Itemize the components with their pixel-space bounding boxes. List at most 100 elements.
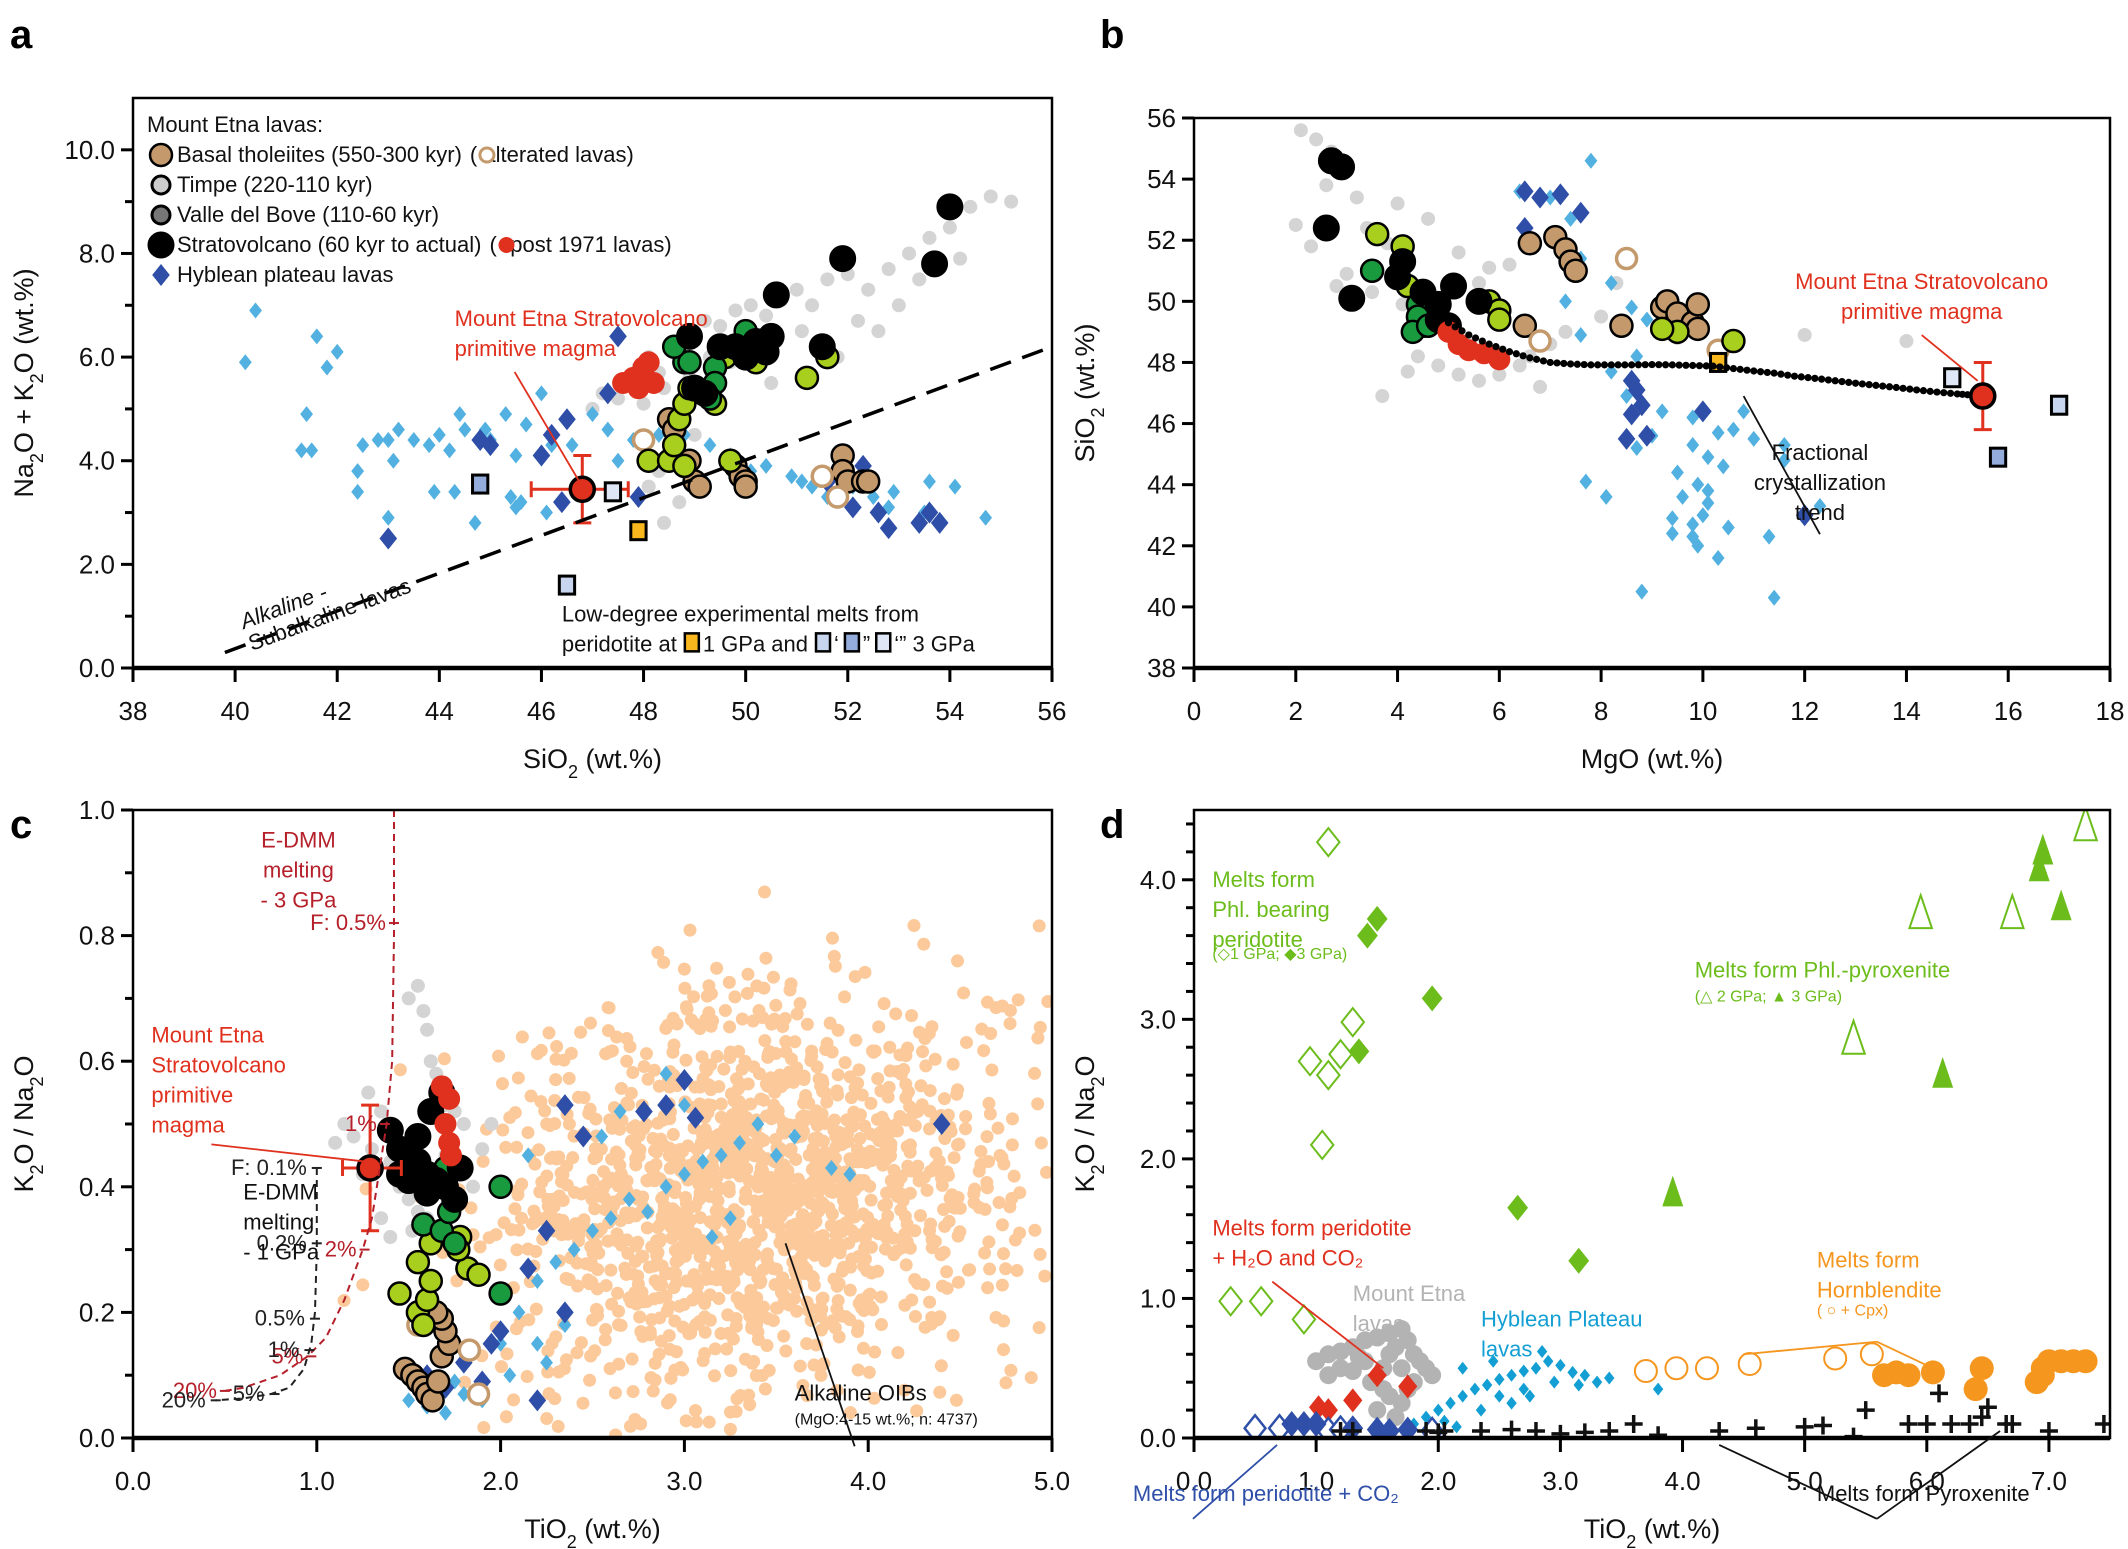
data-point bbox=[453, 406, 467, 423]
data-point bbox=[735, 1012, 749, 1026]
data-point bbox=[625, 1352, 639, 1366]
data-point bbox=[983, 1107, 997, 1121]
data-point bbox=[300, 406, 313, 423]
data-point bbox=[620, 1032, 634, 1046]
data-point bbox=[631, 428, 656, 452]
trend-dot bbox=[1824, 376, 1833, 384]
data-point bbox=[1536, 1344, 1548, 1358]
data-point bbox=[468, 514, 482, 531]
data-point bbox=[1559, 293, 1572, 310]
data-point bbox=[851, 1249, 865, 1263]
data-point bbox=[1701, 495, 1715, 511]
data-point bbox=[769, 1147, 783, 1164]
data-point bbox=[356, 1278, 370, 1292]
data-point bbox=[640, 1295, 654, 1309]
data-point bbox=[1421, 211, 1436, 226]
data-point bbox=[864, 1193, 878, 1207]
data-point bbox=[1960, 1415, 1979, 1434]
data-point bbox=[1031, 1097, 1045, 1111]
data-point bbox=[1488, 348, 1511, 371]
data-point bbox=[522, 1313, 536, 1327]
data-point bbox=[1368, 1401, 1387, 1420]
data-point bbox=[923, 1295, 937, 1309]
data-point bbox=[1747, 430, 1761, 447]
data-point bbox=[642, 372, 665, 394]
data-point bbox=[759, 951, 773, 965]
data-point bbox=[1571, 201, 1590, 224]
data-point bbox=[1978, 1398, 1997, 1417]
data-point bbox=[625, 1121, 639, 1135]
data-point bbox=[1013, 1186, 1027, 1200]
data-point bbox=[810, 464, 834, 489]
data-point bbox=[693, 1314, 707, 1328]
data-point bbox=[1633, 1359, 1658, 1384]
series-phl-pyroxenite-3-gpa bbox=[1662, 833, 2072, 1207]
data-point bbox=[830, 1084, 844, 1098]
data-point bbox=[869, 501, 888, 524]
data-point bbox=[1003, 1017, 1017, 1031]
data-point bbox=[589, 1112, 603, 1126]
data-point bbox=[977, 1044, 991, 1058]
data-point bbox=[567, 1185, 581, 1199]
data-point bbox=[963, 199, 978, 214]
data-point bbox=[677, 962, 691, 976]
data-point bbox=[910, 1404, 924, 1418]
data-point bbox=[530, 1273, 544, 1289]
data-point bbox=[1487, 307, 1512, 332]
data-point bbox=[764, 1112, 778, 1126]
trend-dot bbox=[1933, 388, 1941, 396]
y-tick-label: 44 bbox=[1147, 470, 1176, 500]
data-point bbox=[749, 1369, 763, 1383]
trend-dot bbox=[1777, 370, 1785, 378]
key-square bbox=[814, 632, 832, 653]
trend-dot bbox=[1478, 337, 1486, 345]
series-post-1971-lavas bbox=[430, 1075, 462, 1167]
data-point bbox=[679, 1053, 693, 1067]
data-point bbox=[1343, 1362, 1362, 1381]
data-point bbox=[816, 1134, 830, 1148]
data-point bbox=[794, 365, 820, 391]
data-point bbox=[856, 1341, 870, 1355]
data-point bbox=[800, 1262, 814, 1276]
series-hyblean-plateau-light- bbox=[1513, 152, 1827, 606]
data-point bbox=[1624, 1415, 1643, 1434]
data-point bbox=[574, 1125, 593, 1148]
trend-dot bbox=[1899, 384, 1907, 392]
data-point bbox=[1400, 364, 1415, 379]
data-point bbox=[1932, 1056, 1954, 1088]
data-point bbox=[871, 324, 886, 339]
data-point bbox=[546, 1150, 560, 1164]
data-point bbox=[1685, 292, 1711, 317]
data-point bbox=[710, 1170, 724, 1184]
legend-header: Mount Etna lavas: bbox=[147, 112, 323, 137]
data-point bbox=[1665, 525, 1679, 542]
series-phl-peridotite-3-gpa bbox=[1348, 905, 1590, 1274]
data-point bbox=[1999, 892, 2025, 930]
data-point bbox=[1746, 1419, 1765, 1438]
data-point bbox=[702, 1132, 716, 1146]
data-point bbox=[1930, 1384, 1949, 1403]
trend-dot bbox=[1675, 361, 1683, 369]
data-point bbox=[688, 1080, 702, 1094]
edmm-1gpa-curve-line bbox=[215, 1167, 318, 1402]
data-point bbox=[507, 1393, 521, 1407]
series-post-1971-lavas bbox=[612, 351, 665, 400]
data-point bbox=[1011, 993, 1025, 1007]
data-point bbox=[646, 1384, 660, 1398]
data-point bbox=[903, 1145, 917, 1159]
data-point bbox=[659, 1021, 673, 1035]
series-hyblean-plateau-lavas bbox=[1408, 1344, 1664, 1434]
series-primitive-magma bbox=[1969, 360, 1997, 432]
data-point bbox=[637, 1122, 651, 1136]
data-point bbox=[762, 281, 790, 309]
annotation-6: Melts form peridotite + CO₂ bbox=[1133, 1444, 1399, 1520]
data-point bbox=[899, 1077, 913, 1091]
legend-label: Stratovolcano (60 kyr to actual) bbox=[177, 232, 481, 257]
data-point bbox=[675, 1069, 694, 1092]
data-point bbox=[735, 1062, 749, 1076]
data-point bbox=[723, 1405, 737, 1419]
data-point bbox=[696, 1153, 710, 1170]
data-point bbox=[723, 1020, 737, 1034]
trend-dot bbox=[1587, 361, 1595, 369]
